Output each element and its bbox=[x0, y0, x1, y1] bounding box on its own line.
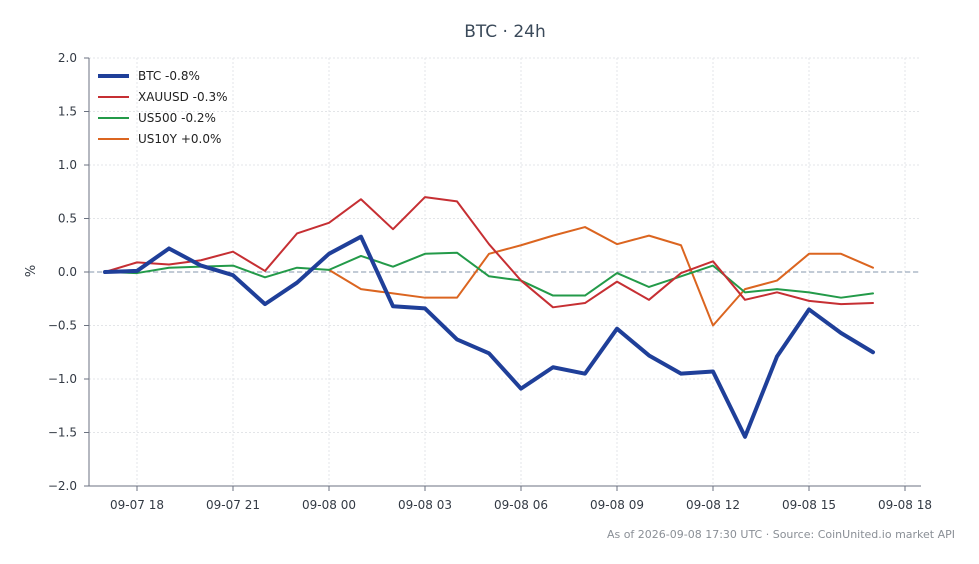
y-tick-label: −1.5 bbox=[48, 426, 77, 440]
x-tick-label: 09-08 15 bbox=[782, 498, 836, 512]
x-tick-label: 09-08 18 bbox=[878, 498, 932, 512]
series-line bbox=[103, 234, 875, 439]
y-tick-label: −0.5 bbox=[48, 319, 77, 333]
x-tick-label: 09-08 06 bbox=[494, 498, 548, 512]
series-lines bbox=[103, 196, 875, 439]
y-tick-label: 1.0 bbox=[58, 158, 77, 172]
legend-label: US500 -0.2% bbox=[138, 111, 216, 125]
y-tick-label: 0.5 bbox=[58, 212, 77, 226]
y-tick-label: 1.5 bbox=[58, 105, 77, 119]
legend-label: XAUUSD -0.3% bbox=[138, 90, 227, 104]
chart-title: BTC · 24h bbox=[464, 22, 546, 42]
series-line bbox=[104, 251, 874, 299]
y-tick-label: −1.0 bbox=[48, 372, 77, 386]
legend-label: BTC -0.8% bbox=[138, 69, 200, 83]
x-tick-label: 09-07 21 bbox=[206, 498, 260, 512]
y-tick-label: −2.0 bbox=[48, 479, 77, 493]
y-tick-label: 2.0 bbox=[58, 51, 77, 65]
series-line bbox=[104, 196, 874, 309]
x-tick-label: 09-08 09 bbox=[590, 498, 644, 512]
y-tick-label: 0.0 bbox=[58, 265, 77, 279]
footer-source-note: As of 2026-09-08 17:30 UTC · Source: Coi… bbox=[607, 528, 955, 541]
legend: BTC -0.8% XAUUSD -0.3% US500 -0.2% US10Y +0… bbox=[98, 69, 227, 146]
x-tick-label: 09-08 03 bbox=[398, 498, 452, 512]
legend-label: US10Y +0.0% bbox=[138, 132, 221, 146]
x-tick-label: 09-08 00 bbox=[302, 498, 356, 512]
y-axis-label: % bbox=[24, 265, 39, 277]
axes: −2.0 −1.5 −1.0 −0.5 0.0 0.5 1.0 1.5 2.0 09-07 18 0… bbox=[48, 51, 932, 512]
x-tick-label: 09-07 18 bbox=[110, 498, 164, 512]
x-tick-label: 09-08 12 bbox=[686, 498, 740, 512]
series-line bbox=[328, 226, 874, 327]
